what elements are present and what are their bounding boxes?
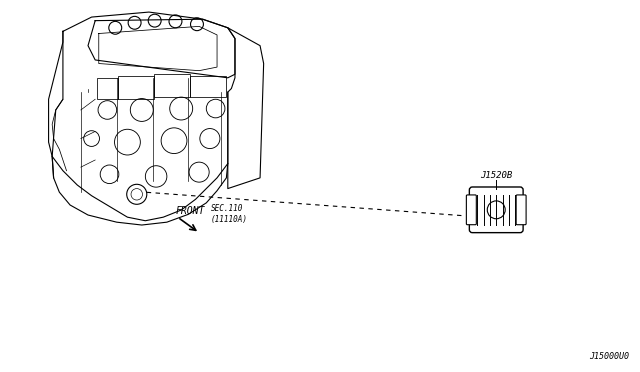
Text: J1520B: J1520B xyxy=(480,171,513,180)
Bar xyxy=(97,78,118,99)
FancyBboxPatch shape xyxy=(467,195,476,225)
Text: FRONT: FRONT xyxy=(175,206,205,216)
Text: J15000U0: J15000U0 xyxy=(589,352,628,361)
Bar xyxy=(154,74,190,97)
Text: SEC.110
(11110A): SEC.110 (11110A) xyxy=(211,204,248,224)
FancyBboxPatch shape xyxy=(469,187,523,232)
Bar xyxy=(118,76,154,99)
Bar xyxy=(190,76,226,97)
FancyBboxPatch shape xyxy=(516,195,526,225)
